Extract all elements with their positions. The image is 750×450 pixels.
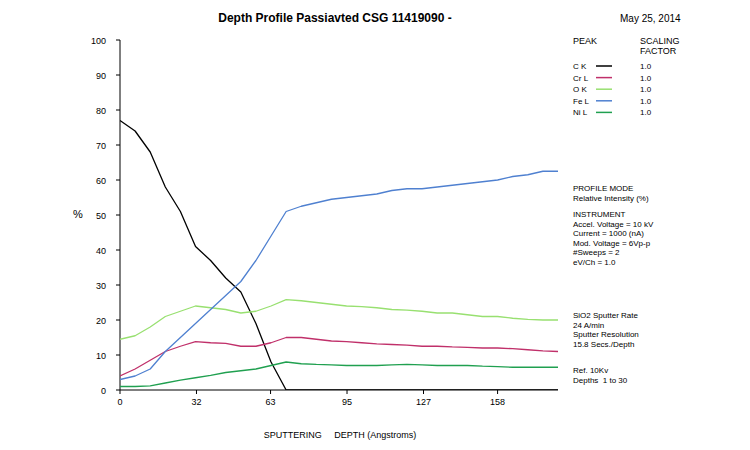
chart: Depth Profile Passiavted CSG 11419090 - M… bbox=[0, 0, 750, 450]
annotation: INSTRUMENT bbox=[573, 210, 626, 219]
annotation: Current = 1000 (nA) bbox=[573, 229, 644, 238]
legend-header: PEAK bbox=[573, 36, 597, 46]
y-tick-label: 30 bbox=[96, 281, 106, 291]
x-tick bbox=[120, 390, 121, 394]
legend-swatch bbox=[596, 112, 612, 114]
y-tick-label: 90 bbox=[96, 71, 106, 81]
y-tick bbox=[116, 250, 120, 251]
y-axis bbox=[120, 40, 121, 390]
y-tick bbox=[116, 75, 120, 76]
date: May 25, 2014 bbox=[620, 13, 681, 24]
legend-label: Ni L bbox=[573, 108, 588, 117]
x-tick bbox=[497, 390, 498, 394]
x-tick-label: 63 bbox=[266, 397, 276, 407]
series-line bbox=[120, 121, 558, 391]
x-tick-label: 95 bbox=[342, 397, 352, 407]
legend-swatch bbox=[596, 77, 612, 79]
series-line bbox=[120, 338, 558, 377]
legend-scaling-factor: 1.0 bbox=[640, 62, 652, 71]
y-tick bbox=[116, 180, 120, 181]
y-tick-label: 100 bbox=[91, 36, 106, 46]
x-tick-label: 158 bbox=[490, 397, 505, 407]
x-tick-label: 0 bbox=[117, 397, 122, 407]
legend-scaling-factor: 1.0 bbox=[640, 108, 652, 117]
y-tick bbox=[116, 145, 120, 146]
legend-label: Fe L bbox=[573, 97, 590, 106]
title: Depth Profile Passiavted CSG 11419090 - bbox=[218, 11, 451, 25]
annotation: Ref. 10Kv bbox=[573, 366, 608, 375]
annotation: SiO2 Sputter Rate bbox=[573, 311, 638, 320]
annotation: Accel. Voltage = 10 kV bbox=[573, 220, 654, 229]
x-tick bbox=[270, 390, 271, 394]
y-tick bbox=[116, 355, 120, 356]
x-tick-label: 127 bbox=[416, 397, 431, 407]
background bbox=[0, 0, 750, 450]
legend-scaling-factor: 1.0 bbox=[640, 74, 652, 83]
y-tick-label: 60 bbox=[96, 176, 106, 186]
y-tick bbox=[116, 215, 120, 216]
y-tick bbox=[116, 320, 120, 321]
annotation: 15.8 Secs./Depth bbox=[573, 340, 634, 349]
y-tick-label: 50 bbox=[96, 211, 106, 221]
annotation: PROFILE MODE bbox=[573, 184, 633, 193]
annotation: Relative Intensity (%) bbox=[573, 194, 649, 203]
y-tick-label: 70 bbox=[96, 141, 106, 151]
x-axis-label: SPUTTERING DEPTH (Angstroms) bbox=[264, 430, 417, 440]
x-tick-label: 32 bbox=[191, 397, 201, 407]
annotation: Depths 1 to 30 bbox=[573, 376, 628, 385]
legend-label: Cr L bbox=[573, 74, 589, 83]
series-group bbox=[120, 121, 558, 391]
x-tick bbox=[423, 390, 424, 394]
legend-swatch bbox=[596, 100, 612, 102]
y-tick-label: 10 bbox=[96, 351, 106, 361]
y-tick bbox=[116, 40, 120, 41]
legend-label: O K bbox=[573, 85, 587, 94]
annotation: eV/Ch = 1.0 bbox=[573, 258, 616, 267]
y-tick bbox=[116, 390, 120, 391]
series-line bbox=[120, 362, 558, 387]
annotation: Sputter Resolution bbox=[573, 330, 639, 339]
legend-scaling-factor: 1.0 bbox=[640, 85, 652, 94]
y-tick-label: 80 bbox=[96, 106, 106, 116]
annotation: #Sweeps = 2 bbox=[573, 248, 620, 257]
x-tick bbox=[196, 390, 197, 394]
legend-header: FACTOR bbox=[640, 46, 677, 56]
legend-header: SCALING bbox=[640, 36, 680, 46]
legend-swatch bbox=[596, 65, 612, 67]
legend-label: C K bbox=[573, 62, 587, 71]
legend-scaling-factor: 1.0 bbox=[640, 97, 652, 106]
annotation: Mod. Voltage = 6Vp-p bbox=[573, 239, 651, 248]
y-tick bbox=[116, 285, 120, 286]
y-tick-label: 20 bbox=[96, 316, 106, 326]
y-tick bbox=[116, 110, 120, 111]
y-axis-label: % bbox=[73, 208, 83, 220]
x-tick bbox=[347, 390, 348, 394]
y-tick-label: 0 bbox=[101, 386, 106, 396]
annotation: 24 A/min bbox=[573, 321, 604, 330]
series-line bbox=[120, 171, 558, 379]
legend-swatch bbox=[596, 88, 612, 90]
y-tick-label: 40 bbox=[96, 246, 106, 256]
